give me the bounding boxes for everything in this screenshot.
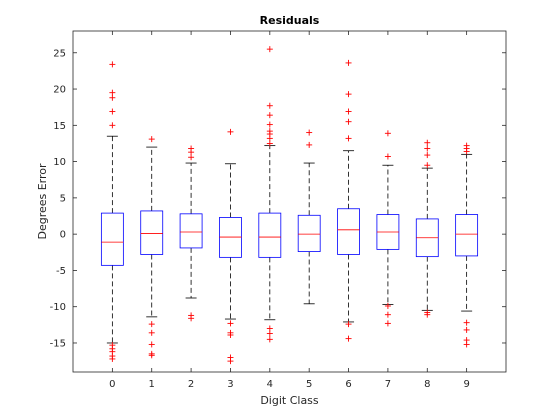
outlier-marker	[109, 61, 116, 68]
outlier-marker	[266, 140, 273, 147]
box-group-0	[100, 61, 124, 362]
box-group-2	[179, 145, 203, 322]
outlier-marker	[345, 91, 352, 98]
y-axis-label: Degrees Error	[36, 163, 49, 240]
y-tick-label: 10	[53, 157, 66, 168]
x-tick-label: 2	[188, 379, 194, 390]
outlier-marker	[266, 112, 273, 119]
outlier-marker	[266, 46, 273, 53]
y-axis-ticks: -15 -10 -5 0 5 10 15 20 25	[50, 48, 506, 349]
outlier-marker	[266, 102, 273, 109]
box-group-9	[455, 142, 479, 348]
plot-area	[72, 30, 507, 373]
outlier-marker	[424, 145, 431, 152]
x-tick-label: 0	[109, 379, 115, 390]
box-group-7	[376, 130, 400, 327]
chart-title: Residuals	[260, 14, 320, 27]
box-group-5	[297, 129, 321, 305]
outlier-marker	[384, 153, 391, 160]
box-iqr	[179, 213, 203, 249]
outlier-marker	[463, 319, 470, 326]
outlier-marker	[266, 336, 273, 343]
x-tick-label: 1	[149, 379, 155, 390]
x-tick-label: 4	[267, 379, 273, 390]
outlier-marker	[148, 136, 155, 143]
outlier-marker	[227, 128, 234, 135]
outlier-marker	[424, 139, 431, 146]
box-iqr	[100, 212, 124, 266]
outlier-marker	[227, 358, 234, 365]
box-iqr	[258, 212, 282, 258]
outlier-marker	[266, 325, 273, 332]
y-tick-label: -5	[56, 266, 66, 277]
y-tick-label: 20	[53, 85, 66, 96]
y-tick-label: 0	[60, 230, 66, 241]
box-iqr	[140, 210, 164, 255]
y-tick-label: 15	[53, 121, 66, 132]
outlier-marker	[148, 352, 155, 359]
outlier-marker	[463, 148, 470, 155]
box-group-6	[337, 59, 360, 342]
outlier-marker	[148, 341, 155, 348]
box-group-1	[140, 136, 164, 359]
outlier-marker	[266, 330, 273, 337]
outlier-marker	[345, 108, 352, 115]
outlier-marker	[384, 130, 391, 137]
y-tick-label: -10	[50, 302, 66, 313]
outlier-marker	[227, 320, 234, 327]
outlier-marker	[463, 341, 470, 348]
outlier-marker	[266, 121, 273, 128]
outlier-marker	[109, 108, 116, 115]
box-group-4	[258, 46, 282, 343]
outlier-marker	[424, 311, 431, 318]
outlier-marker	[424, 162, 431, 169]
outlier-marker	[306, 129, 313, 136]
outlier-marker	[109, 94, 116, 101]
outlier-marker	[227, 331, 234, 338]
outlier-marker	[188, 149, 195, 156]
x-axis-label: Digit Class	[260, 394, 319, 407]
box-iqr	[455, 214, 479, 257]
outlier-marker	[345, 118, 352, 125]
outlier-marker	[109, 122, 116, 129]
boxplot-marks	[100, 46, 479, 365]
outlier-marker	[463, 326, 470, 333]
box-iqr	[297, 214, 321, 252]
outlier-marker	[109, 89, 116, 96]
outlier-marker	[109, 355, 116, 362]
x-tick-label: 6	[345, 379, 351, 390]
outlier-marker	[266, 135, 273, 142]
outlier-marker	[384, 302, 391, 309]
x-tick-label: 3	[227, 379, 233, 390]
outlier-marker	[188, 315, 195, 322]
x-tick-label: 8	[424, 379, 430, 390]
outlier-marker	[345, 335, 352, 342]
box-iqr	[337, 208, 360, 255]
y-tick-label: 5	[60, 193, 66, 204]
x-tick-label: 9	[463, 379, 469, 390]
outlier-marker	[148, 321, 155, 328]
outlier-marker	[148, 329, 155, 336]
outlier-marker	[384, 320, 391, 327]
outlier-marker	[188, 154, 195, 161]
outlier-marker	[424, 152, 431, 159]
outlier-marker	[345, 59, 352, 66]
outlier-marker	[345, 135, 352, 142]
box-group-3	[219, 128, 242, 365]
y-tick-label: -15	[50, 338, 66, 349]
box-group-8	[415, 139, 439, 318]
x-tick-label: 7	[385, 379, 391, 390]
outlier-marker	[306, 141, 313, 148]
x-axis-ticks: 0 1 2 3 4 5 6 7 8 9	[109, 31, 470, 390]
x-tick-label: 5	[306, 379, 312, 390]
y-tick-label: 25	[53, 48, 66, 59]
outlier-marker	[384, 311, 391, 318]
outlier-marker	[345, 321, 352, 328]
